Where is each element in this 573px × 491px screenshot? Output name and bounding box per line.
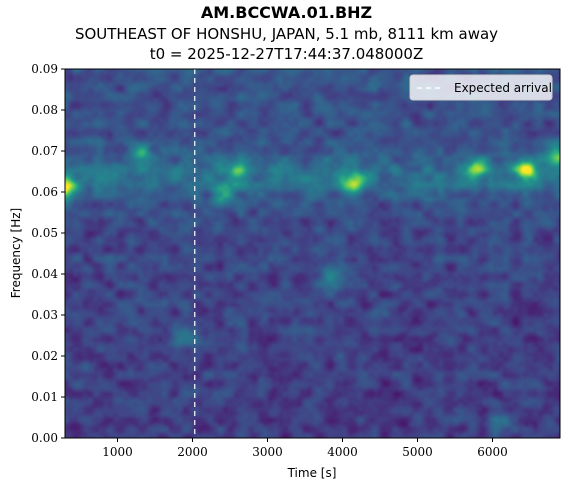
y-tick-label: 0.00 (31, 431, 58, 445)
plot-frame (64, 68, 561, 439)
x-axis-label: Time [s] (287, 466, 337, 480)
legend: Expected arrival (409, 74, 553, 101)
chart-title-event: SOUTHEAST OF HONSHU, JAPAN, 5.1 mb, 8111… (74, 25, 499, 43)
x-tick-label: 3000 (252, 445, 283, 459)
y-tick-label: 0.08 (31, 103, 58, 117)
x-tick-label: 2000 (177, 445, 208, 459)
chart-title-origin-time: t0 = 2025-12-27T17:44:37.048000Z (149, 45, 424, 63)
legend-label-expected-arrival: Expected arrival (454, 81, 552, 95)
y-tick-label: 0.03 (31, 308, 58, 322)
y-tick-label: 0.09 (31, 62, 58, 76)
y-axis-label: Frequency [Hz] (9, 208, 23, 299)
legend-box (409, 74, 553, 101)
chart-title-station: AM.BCCWA.01.BHZ (200, 3, 373, 22)
y-tick-label: 0.06 (31, 185, 58, 199)
x-tick-label: 6000 (477, 445, 508, 459)
y-tick-label: 0.01 (31, 390, 58, 404)
y-tick-label: 0.04 (31, 267, 58, 281)
x-tick-label: 5000 (402, 445, 433, 459)
spectrogram-heatmap (65, 69, 560, 438)
y-tick-label: 0.02 (31, 349, 58, 363)
x-tick-label: 1000 (102, 445, 133, 459)
x-tick-label: 4000 (327, 445, 358, 459)
y-tick-label: 0.05 (31, 226, 58, 240)
y-tick-label: 0.07 (31, 144, 58, 158)
